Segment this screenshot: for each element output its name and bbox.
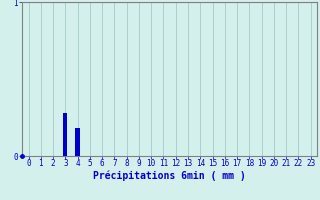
Bar: [63, 113, 68, 156]
Bar: [76, 128, 80, 156]
X-axis label: Précipitations 6min ( mm ): Précipitations 6min ( mm ): [93, 171, 246, 181]
